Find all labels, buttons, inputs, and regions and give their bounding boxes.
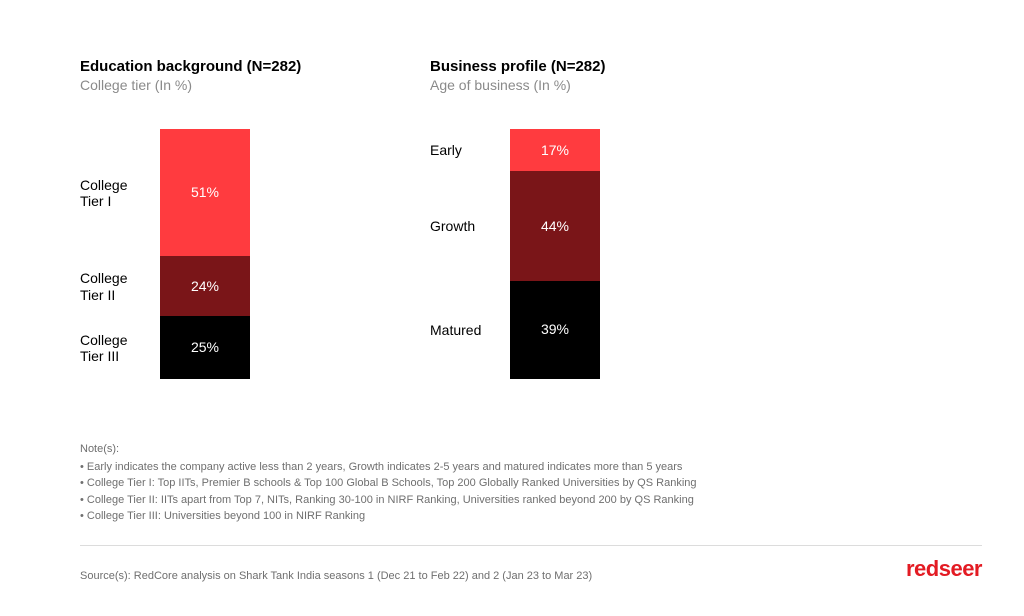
category-label: Early xyxy=(430,129,510,172)
bar-segment: 39% xyxy=(510,281,600,378)
bar-segment: 25% xyxy=(160,316,250,378)
category-label: Growth xyxy=(430,172,510,282)
notes-heading: Note(s): xyxy=(80,441,944,458)
note-line: • College Tier II: IITs apart from Top 7… xyxy=(80,492,944,509)
bar-segment: 17% xyxy=(510,129,600,171)
category-label: CollegeTier III xyxy=(80,317,160,380)
labels-col: CollegeTier ICollegeTier IICollegeTier I… xyxy=(80,129,160,379)
chart-education: Education background (N=282) College tie… xyxy=(80,58,360,379)
stacked-bar: 51%24%25% xyxy=(160,129,250,379)
notes-block: Note(s): • Early indicates the company a… xyxy=(80,441,944,525)
bar-area: CollegeTier ICollegeTier IICollegeTier I… xyxy=(80,129,360,379)
chart-title: Business profile (N=282) xyxy=(430,58,710,75)
footer-row: Source(s): RedCore analysis on Shark Tan… xyxy=(80,545,982,582)
stacked-bar: 17%44%39% xyxy=(510,129,600,379)
chart-subtitle: College tier (In %) xyxy=(80,77,360,93)
note-line: • Early indicates the company active les… xyxy=(80,459,944,476)
labels-col: EarlyGrowthMatured xyxy=(430,129,510,379)
chart-business: Business profile (N=282) Age of business… xyxy=(430,58,710,379)
chart-subtitle: Age of business (In %) xyxy=(430,77,710,93)
bar-area: EarlyGrowthMatured 17%44%39% xyxy=(430,129,710,379)
brand-logo: redseer xyxy=(906,556,982,582)
bar-segment: 51% xyxy=(160,129,250,256)
note-line: • College Tier I: Top IITs, Premier B sc… xyxy=(80,475,944,492)
source-text: Source(s): RedCore analysis on Shark Tan… xyxy=(80,570,592,582)
category-label: CollegeTier I xyxy=(80,129,160,257)
note-line: • College Tier III: Universities beyond … xyxy=(80,508,944,525)
notes-lines: • Early indicates the company active les… xyxy=(80,459,944,525)
bar-segment: 24% xyxy=(160,256,250,316)
bar-segment: 44% xyxy=(510,171,600,281)
charts-row: Education background (N=282) College tie… xyxy=(80,58,944,379)
chart-title: Education background (N=282) xyxy=(80,58,360,75)
category-label: CollegeTier II xyxy=(80,257,160,317)
page-root: Education background (N=282) College tie… xyxy=(0,0,1024,525)
category-label: Matured xyxy=(430,282,510,380)
